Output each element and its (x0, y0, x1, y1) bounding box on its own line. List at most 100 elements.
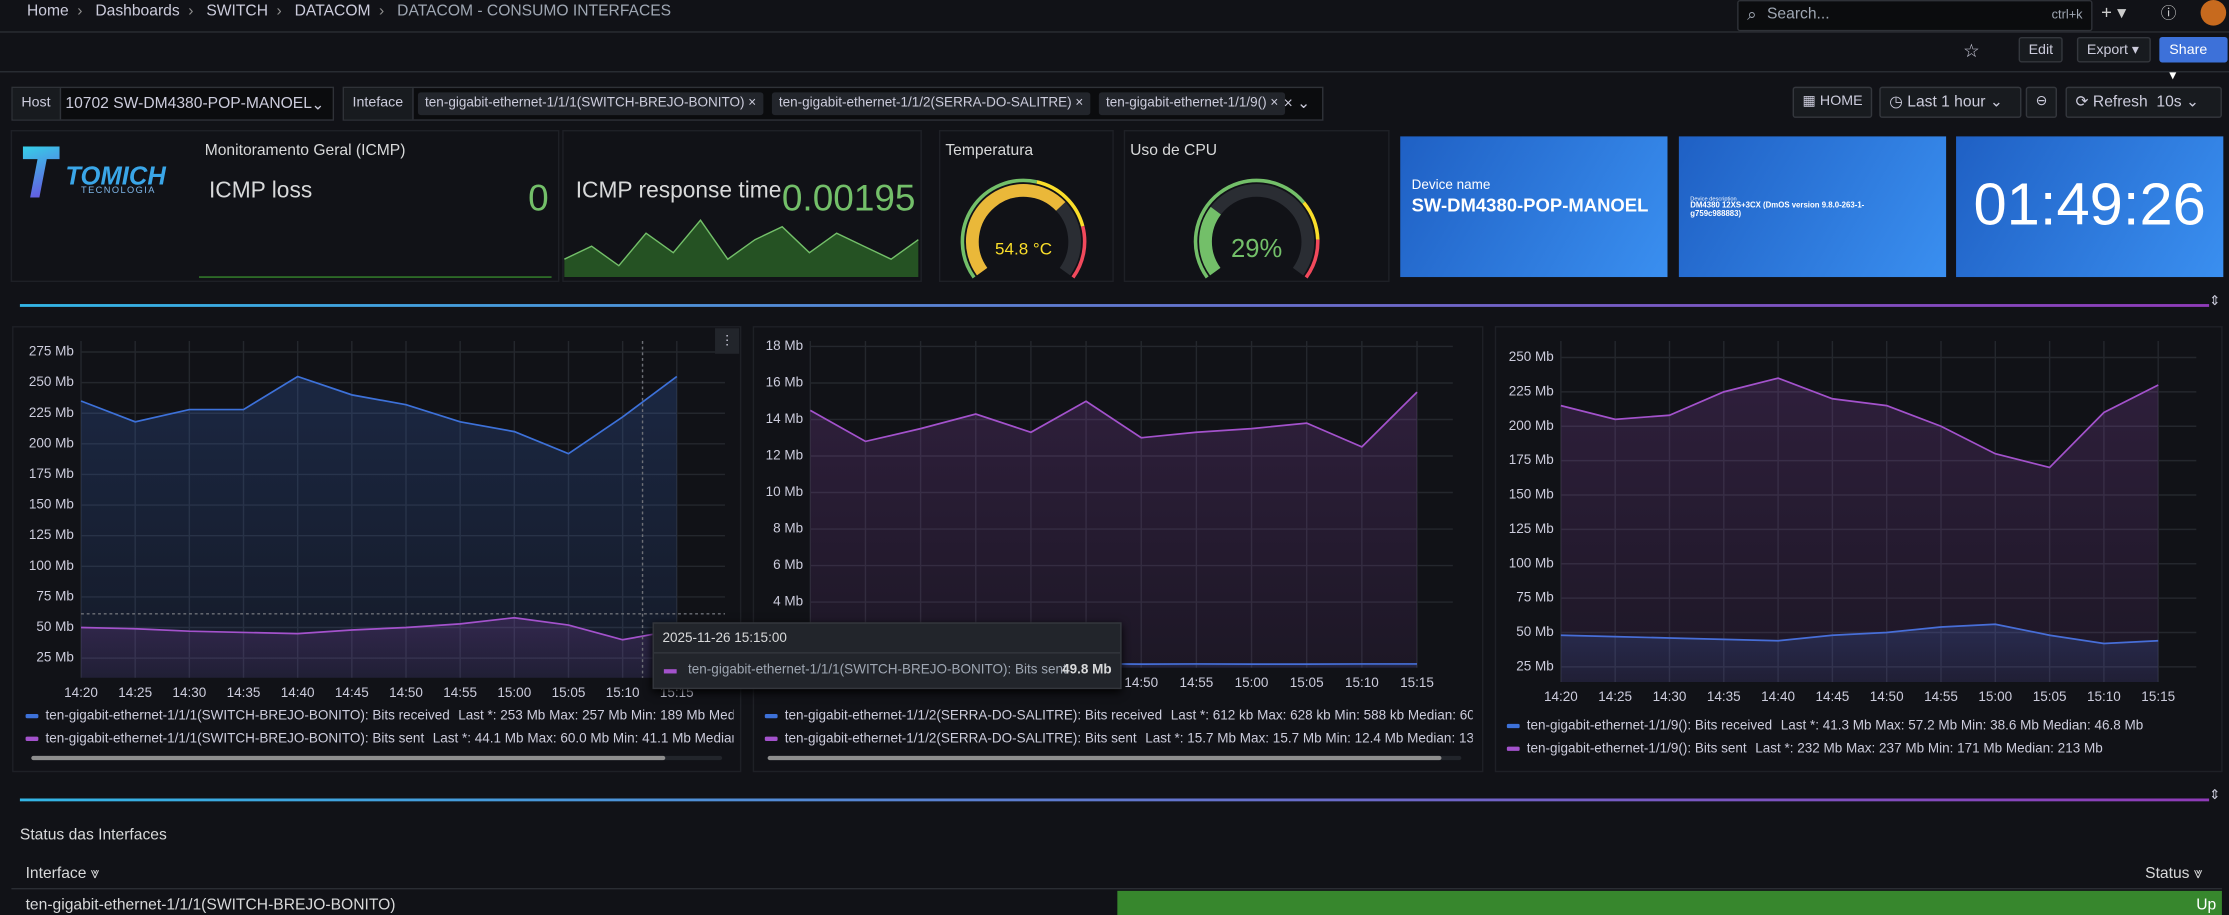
breadcrumbs: Home › Dashboards › SWITCH › DATACOM › DATAC… (27, 2, 672, 20)
search-box[interactable]: ⌕ Search... ctrl+k (1737, 0, 2093, 32)
y-tick-label: 25 Mb (36, 650, 74, 665)
host-label: Host (12, 88, 61, 120)
x-tick-label: 14:20 (64, 685, 98, 700)
avatar[interactable] (2200, 0, 2227, 26)
crumb[interactable]: Home (27, 2, 69, 20)
legend-stats: Last *: 612 kb Max: 628 kb Min: 588 kb M… (1171, 708, 1493, 723)
x-tick-label: 14:55 (443, 685, 477, 700)
x-tick-label: 15:00 (497, 685, 531, 700)
panel-title: Status das Interfaces (19, 826, 167, 844)
y-tick-label: 200 Mb (1509, 418, 1554, 433)
chip[interactable]: ten-gigabit-ethernet-1/1/9() × (1098, 92, 1286, 116)
add-button[interactable]: + ▾ (2101, 1, 2127, 23)
gauge-value: 29% (1231, 234, 1283, 263)
series-line (1560, 377, 2159, 469)
chip[interactable]: ten-gigabit-ethernet-1/1/2(SERRA-DO-SALI… (771, 92, 1091, 116)
edit-button[interactable]: Edit (2018, 36, 2064, 63)
legend-item: ten-gigabit-ethernet-1/1/1(SWITCH-BREJO-… (25, 708, 768, 723)
y-tick-label: 18 Mb (766, 338, 804, 353)
status-cell: Up (1117, 890, 2222, 915)
star-button[interactable]: ☆ (1963, 39, 1980, 62)
legend-swatch (25, 736, 39, 741)
series-area (1560, 378, 2159, 682)
chip[interactable]: ten-gigabit-ethernet-1/1/1(SWITCH-BREJO-… (417, 92, 764, 116)
y-tick-label: 100 Mb (29, 558, 74, 573)
refresh-button[interactable]: ⟳ Refresh 10s ⌄ (2065, 86, 2222, 118)
toolbar (0, 31, 2229, 73)
series-line (809, 391, 1418, 448)
y-tick-label: 100 Mb (1509, 555, 1554, 570)
chip-label: ten-gigabit-ethernet-1/1/2(SERRA-DO-SALI… (778, 95, 1072, 111)
stat-label: ICMP loss (208, 179, 313, 204)
crumb[interactable]: Dashboards (95, 2, 180, 20)
refresh-interval: 10s (2156, 93, 2182, 111)
x-tick-label: 15:10 (606, 685, 640, 700)
search-shortcut: ctrl+k (2051, 7, 2083, 22)
share-label: Share (2169, 42, 2208, 59)
y-tick-label: 225 Mb (1509, 383, 1554, 398)
x-tick-label: 14:55 (1924, 689, 1958, 704)
gauge-threshold (1302, 201, 1320, 240)
gauge-threshold (1304, 239, 1320, 279)
y-tick-label: 150 Mb (29, 497, 74, 512)
legend-swatch (764, 713, 778, 719)
x-tick-label: 14:45 (335, 685, 369, 700)
clear-arrow[interactable]: × ⌄ (1283, 95, 1311, 113)
crumb[interactable]: SWITCH (206, 2, 269, 20)
export-button[interactable]: Export ▾ (2076, 36, 2151, 63)
row-separator (19, 798, 2210, 802)
x-tick-label: 14:55 (1179, 675, 1213, 690)
time-picker[interactable]: ◷ Last 1 hour ⌄ (1879, 86, 2022, 118)
legend-stats: Last *: 253 Mb Max: 257 Mb Min: 189 Mb M… (458, 708, 768, 723)
series-area (81, 376, 677, 678)
tooltip-time: 2025-11-26 15:15:00 (662, 630, 787, 647)
legend-name: ten-gigabit-ethernet-1/1/2(SERRA-DO-SALI… (785, 708, 1163, 723)
scrollbar-thumb (767, 755, 1442, 761)
x-tick-label: 15:15 (2141, 689, 2175, 704)
gauge-value: 54.8 °C (994, 238, 1053, 259)
legend-swatch (1506, 723, 1520, 729)
y-tick-label: 250 Mb (1509, 349, 1554, 364)
scrollbar-thumb (31, 755, 666, 761)
home-label: HOME (1819, 93, 1863, 110)
x-tick-label: 14:25 (1598, 689, 1632, 704)
gauge-threshold (1036, 180, 1085, 227)
zoom-out[interactable]: ⊖ (2025, 86, 2058, 118)
y-tick-label: 175 Mb (29, 466, 74, 481)
interface-variable[interactable]: Inteface ten-gigabit-ethernet-1/1/1(SWIT… (342, 86, 1324, 121)
tile-value: DM4380 12XS+3CX (DmOS version 9.8.0-263-… (1690, 201, 1865, 219)
y-tick-label: 125 Mb (1509, 521, 1554, 536)
crumb: DATACOM - CONSUMO INTERFACES (397, 2, 672, 20)
search-icon: ⌕ (1747, 4, 1757, 25)
x-tick-label: 14:35 (1707, 689, 1741, 704)
legend-item: ten-gigabit-ethernet-1/1/2(SERRA-DO-SALI… (764, 708, 1493, 723)
home-button[interactable]: ▦ HOME (1792, 86, 1873, 118)
status-text: Up (2196, 896, 2217, 914)
help-button[interactable]: ⓘ (2160, 5, 2177, 23)
y-tick-label: 175 Mb (1509, 452, 1554, 467)
logo-name: TOMICH (65, 161, 166, 191)
series-line (80, 375, 678, 455)
table-cell: ten-gigabit-ethernet-1/1/1(SWITCH-BREJO-… (25, 896, 396, 914)
row-collapse: ⇕ (2209, 293, 2220, 308)
column-header-label: Interface (25, 865, 87, 883)
crumb[interactable]: DATACOM (294, 2, 371, 20)
x-tick-label: 14:50 (389, 685, 423, 700)
share-button[interactable]: Share ▾ (2159, 36, 2228, 84)
legend-name: ten-gigabit-ethernet-1/1/9(): Bits recei… (1527, 718, 1772, 733)
y-tick-label: 12 Mb (766, 448, 804, 463)
row-separator (19, 304, 2210, 307)
host-value: 10702 SW-DM4380-POP-MANOEL (65, 95, 312, 113)
logo-subtitle: TECNOLOGIA (81, 186, 156, 197)
host-variable[interactable]: Host 10702 SW-DM4380-POP-MANOEL ⌄ (11, 86, 335, 121)
legend-item: ten-gigabit-ethernet-1/1/1(SWITCH-BREJO-… (25, 730, 734, 745)
interface-label: Inteface (344, 88, 414, 120)
export-label: Export (2086, 42, 2128, 59)
column-header[interactable]: Status ⩔ (2145, 865, 2203, 883)
column-header[interactable]: Interface ⩔ (25, 865, 100, 883)
y-tick-label: 150 Mb (1509, 487, 1554, 502)
y-tick-label: 275 Mb (29, 344, 74, 359)
device-description-tile: Device description DM4380 12XS+3CX (DmOS… (1678, 136, 1947, 278)
x-tick-label: 14:40 (1761, 689, 1795, 704)
gauge-threshold (1193, 178, 1306, 279)
